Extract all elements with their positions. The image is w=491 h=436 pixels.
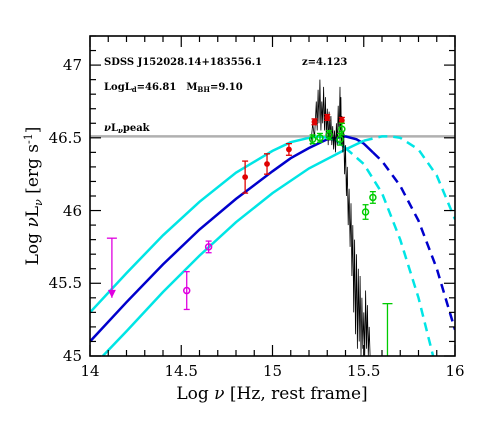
model-curve bbox=[372, 151, 455, 331]
y-tick-label: 45 bbox=[63, 347, 82, 365]
data-point bbox=[242, 174, 249, 180]
data-point bbox=[369, 193, 377, 202]
model-curve bbox=[363, 135, 455, 220]
data-point bbox=[286, 146, 292, 153]
model-curve bbox=[90, 135, 347, 314]
x-axis-label: Log ν [Hz, rest frame] bbox=[176, 384, 367, 404]
data-point bbox=[338, 125, 346, 133]
upper-limit-arrow bbox=[107, 289, 116, 298]
data-point bbox=[338, 117, 345, 124]
model-curve bbox=[344, 147, 435, 356]
data-point bbox=[182, 286, 191, 295]
x-tick-label: 16 bbox=[445, 362, 464, 380]
data-point bbox=[204, 243, 213, 251]
redshift-label: z=4.123 bbox=[302, 57, 347, 68]
object-name: SDSS J152028.14+183556.1 bbox=[104, 57, 262, 68]
y-tick-label: 45.5 bbox=[49, 274, 82, 292]
data-point bbox=[361, 208, 370, 216]
data-point bbox=[311, 118, 318, 125]
series-layer bbox=[90, 135, 455, 356]
data-point bbox=[308, 135, 317, 144]
data-point bbox=[324, 114, 331, 121]
data-point bbox=[336, 135, 344, 144]
data-point bbox=[325, 131, 333, 139]
peak-label: νLνpeak bbox=[104, 123, 151, 135]
x-tick-label: 14 bbox=[80, 362, 99, 380]
y-tick-label: 47 bbox=[63, 56, 82, 74]
y-tick-label: 46.5 bbox=[49, 129, 82, 147]
luminosity-mass-label: LogLd=46.81 MBH=9.10 bbox=[104, 82, 243, 94]
x-tick-label: 15 bbox=[263, 362, 282, 380]
model-curve bbox=[101, 139, 365, 356]
data-point bbox=[316, 134, 324, 142]
axis-ticks bbox=[89, 35, 456, 357]
x-tick-label: 14.5 bbox=[165, 362, 198, 380]
photometry-layer bbox=[106, 113, 393, 356]
plot-content bbox=[90, 79, 455, 356]
y-tick-label: 46 bbox=[63, 202, 82, 220]
data-point bbox=[264, 161, 270, 167]
y-axis-label: Log νLν [erg s-1] bbox=[22, 127, 45, 266]
model-curve bbox=[90, 135, 374, 343]
x-tick-label: 15.5 bbox=[347, 362, 380, 380]
